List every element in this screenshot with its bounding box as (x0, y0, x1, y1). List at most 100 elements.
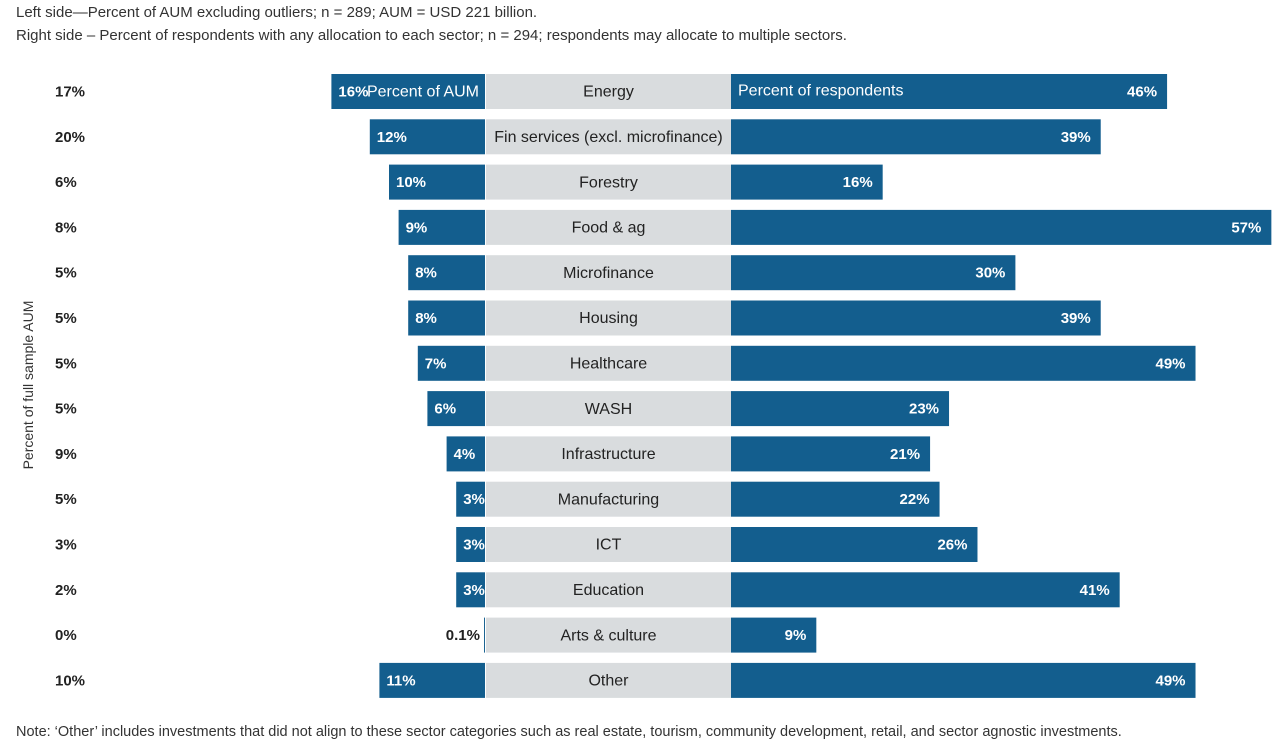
category-band (486, 391, 731, 427)
respondents-bar (731, 617, 817, 653)
respondents-data-label: 49% (1155, 355, 1185, 372)
full-sample-aum-label: 3% (55, 536, 77, 553)
aum-bar (408, 300, 485, 336)
category-band (486, 119, 731, 155)
category-label: Forestry (579, 174, 638, 191)
category-band (486, 300, 731, 336)
category-label: Other (588, 673, 629, 690)
aum-bar (379, 662, 485, 698)
respondents-bar (731, 572, 1120, 608)
respondents-data-label: 49% (1155, 672, 1185, 689)
category-band (486, 164, 731, 200)
category-band (486, 481, 731, 517)
respondents-data-label: 26% (937, 536, 967, 553)
aum-bar (456, 572, 485, 608)
category-label: ICT (596, 537, 622, 554)
full-sample-aum-label: 0% (55, 627, 77, 644)
aum-data-label: 8% (415, 265, 437, 282)
category-label: Healthcare (570, 356, 647, 373)
header-percent-of-aum: Percent of AUM (367, 84, 479, 101)
full-sample-aum-label: 6% (55, 174, 77, 191)
aum-data-label: 10% (396, 174, 426, 191)
category-label: WASH (585, 401, 632, 418)
respondents-data-label: 9% (785, 627, 807, 644)
respondents-bar (731, 527, 978, 562)
aum-bar (446, 436, 485, 472)
chart-note: Note: ‘Other’ includes investments that … (16, 724, 1122, 740)
category-band (486, 617, 731, 653)
respondents-bar (731, 662, 1196, 698)
full-sample-aum-label: 5% (55, 310, 77, 327)
aum-bar (389, 164, 485, 200)
category-label: Education (573, 582, 644, 599)
respondents-bar (731, 345, 1196, 381)
respondents-bar (731, 74, 1168, 109)
category-label: Microfinance (563, 265, 654, 282)
aum-data-label: 0.1% (446, 627, 480, 644)
category-band (486, 527, 731, 562)
respondents-bar (731, 436, 931, 472)
header-percent-of-respondents: Percent of respondents (738, 83, 903, 100)
aum-bar (417, 345, 485, 381)
respondents-data-label: 39% (1061, 129, 1091, 146)
aum-bar (331, 74, 485, 109)
aum-bar (456, 527, 485, 562)
respondents-bar (731, 300, 1101, 336)
full-sample-aum-label: 5% (55, 265, 77, 282)
respondents-bar (731, 209, 1272, 245)
subtitle-right-side: Right side – Percent of respondents with… (16, 27, 847, 44)
category-band (486, 345, 731, 381)
aum-data-label: 3% (463, 536, 485, 553)
full-sample-aum-label: 5% (55, 491, 77, 508)
aum-bar (398, 209, 485, 245)
category-label: Food & ag (572, 220, 646, 237)
category-band (486, 662, 731, 698)
full-sample-aum-label: 20% (55, 129, 85, 146)
respondents-bar (731, 164, 883, 200)
category-label: Arts & culture (560, 627, 656, 644)
respondents-bar (731, 255, 1016, 291)
category-band (486, 572, 731, 608)
full-sample-aum-label: 10% (55, 672, 85, 689)
respondents-data-label: 30% (975, 265, 1005, 282)
respondents-data-label: 22% (900, 491, 930, 508)
full-sample-aum-label: 5% (55, 355, 77, 372)
respondents-data-label: 41% (1080, 582, 1110, 599)
respondents-data-label: 39% (1061, 310, 1091, 327)
full-sample-aum-label: 17% (55, 83, 85, 100)
respondents-data-label: 16% (843, 174, 873, 191)
aum-data-label: 4% (454, 446, 476, 463)
category-band (486, 74, 731, 109)
aum-data-label: 3% (463, 582, 485, 599)
aum-data-label: 7% (425, 355, 447, 372)
aum-bar (456, 481, 485, 517)
respondents-data-label: 46% (1127, 83, 1157, 100)
aum-bar (427, 391, 485, 427)
full-sample-aum-label: 9% (55, 446, 77, 463)
aum-data-label: 11% (386, 672, 415, 689)
aum-data-label: 8% (415, 310, 437, 327)
respondents-bar (731, 391, 950, 427)
category-label: Fin services (excl. microfinance) (494, 129, 723, 146)
category-band (486, 255, 731, 291)
aum-data-label: 9% (406, 219, 428, 236)
aum-data-label: 12% (377, 129, 407, 146)
respondents-bar (731, 481, 940, 517)
category-band (486, 436, 731, 472)
subtitle-left-side: Left side—Percent of AUM excluding outli… (16, 4, 538, 21)
category-band (486, 209, 731, 245)
aum-data-label: 6% (434, 401, 456, 418)
full-sample-aum-label: 2% (55, 582, 77, 599)
aum-data-label: 3% (463, 491, 485, 508)
full-sample-aum-label: 5% (55, 401, 77, 418)
category-label: Housing (579, 310, 638, 327)
category-label: Energy (583, 84, 634, 101)
aum-data-label: 16% (338, 83, 368, 100)
full-sample-aum-label: 8% (55, 219, 77, 236)
category-label: Manufacturing (558, 491, 659, 508)
category-label: Infrastructure (561, 446, 655, 463)
respondents-data-label: 57% (1231, 219, 1261, 236)
aum-bar (369, 119, 485, 155)
respondents-data-label: 23% (909, 401, 939, 418)
